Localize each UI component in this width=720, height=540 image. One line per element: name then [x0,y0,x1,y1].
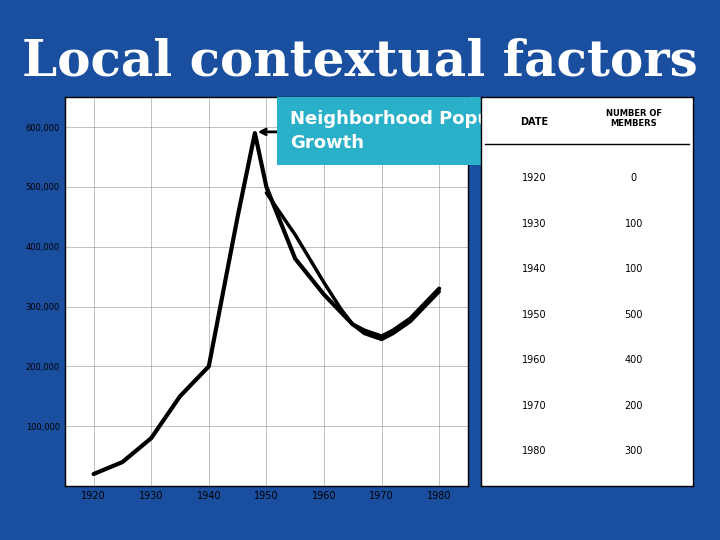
Text: 500: 500 [625,310,643,320]
Text: NUMBER OF
MEMBERS: NUMBER OF MEMBERS [606,109,662,129]
Text: Neighborhood Population
Growth: Neighborhood Population Growth [290,110,548,152]
Text: 100: 100 [625,219,643,228]
Text: 100: 100 [625,264,643,274]
Text: 1930: 1930 [522,219,546,228]
Text: 1970: 1970 [522,401,546,411]
Text: 1940: 1940 [522,264,546,274]
Text: 300: 300 [625,447,643,456]
Text: DATE: DATE [520,117,548,127]
Text: 1920: 1920 [522,173,546,183]
Text: 1980: 1980 [522,447,546,456]
Text: 1960: 1960 [522,355,546,365]
Text: 0: 0 [631,173,637,183]
Text: 200: 200 [625,401,643,411]
Text: Local contextual factors: Local contextual factors [22,38,698,87]
Text: 400: 400 [625,355,643,365]
Text: 1950: 1950 [522,310,546,320]
